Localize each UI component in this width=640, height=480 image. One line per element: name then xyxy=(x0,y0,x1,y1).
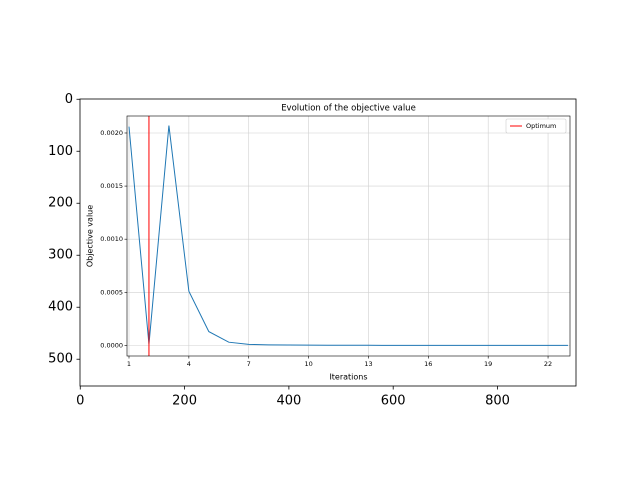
line xyxy=(128,125,569,346)
y-tick-label: 0.0010 xyxy=(100,235,123,243)
x-tick-label: 19 xyxy=(484,360,492,368)
x-axis-label: Iterations xyxy=(329,373,367,382)
x-tick-label: 0 xyxy=(76,394,84,409)
x-tick-label: 10 xyxy=(304,360,312,368)
x-tick-label: 7 xyxy=(247,360,251,368)
y-tick-label: 200 xyxy=(48,196,73,211)
x-tick-label: 400 xyxy=(276,394,301,409)
x-tick-label: 800 xyxy=(485,394,510,409)
x-tick-label: 200 xyxy=(172,394,197,409)
legend-label: Optimum xyxy=(526,122,556,130)
y-tick-label: 300 xyxy=(48,248,73,263)
y-tick-label: 0.0020 xyxy=(100,129,123,137)
y-tick-label: 0 xyxy=(65,92,73,107)
chart-title: Evolution of the objective value xyxy=(281,104,416,114)
y-tick-label: 0.0000 xyxy=(100,341,123,349)
x-tick-label: 4 xyxy=(187,360,191,368)
x-tick-label: 600 xyxy=(381,394,406,409)
y-tick-label: 500 xyxy=(48,352,73,367)
x-tick-label: 1 xyxy=(127,360,131,368)
legend xyxy=(505,118,567,134)
y-tick-label: 100 xyxy=(48,144,73,159)
x-tick-label: 16 xyxy=(424,360,432,368)
x-tick-label: 22 xyxy=(544,360,552,368)
plot-frame xyxy=(126,115,571,357)
y-tick-label: 0.0015 xyxy=(100,182,123,190)
x-tick-label: 13 xyxy=(364,360,372,368)
y-tick-label: 0.0005 xyxy=(100,288,123,296)
image-area xyxy=(79,98,577,387)
y-tick-label: 400 xyxy=(48,300,73,315)
y-axis-label: Objective value xyxy=(86,205,95,267)
